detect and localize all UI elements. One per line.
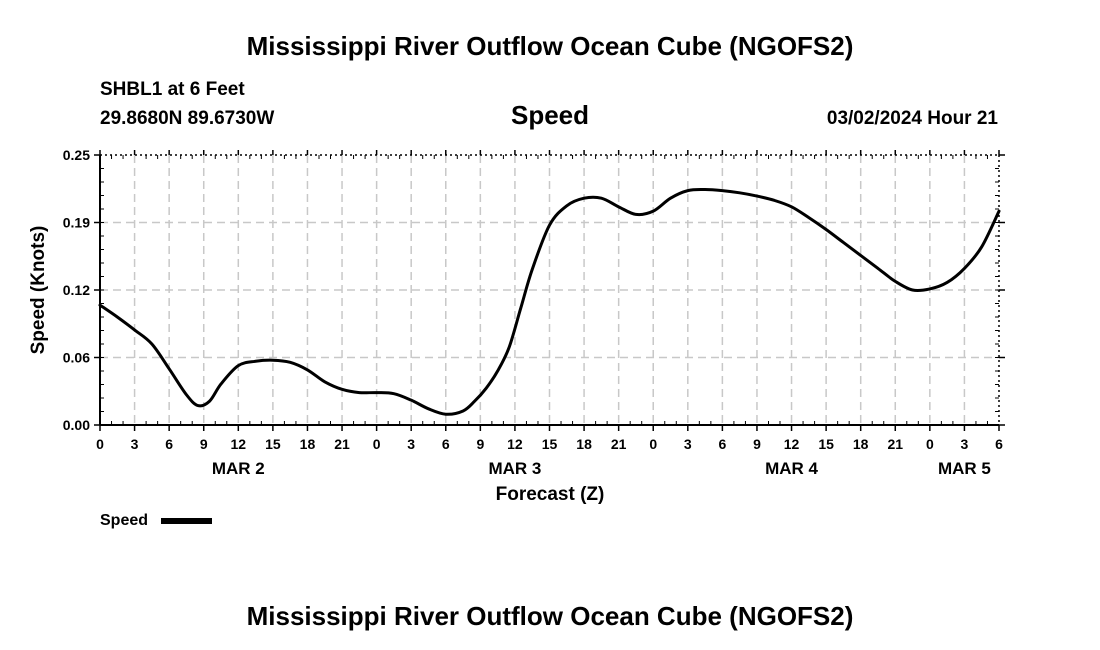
legend-swatch [161,518,212,524]
x-tick-label: 6 [995,436,1003,452]
y-axis-label: Speed (Knots) [28,226,49,355]
x-tick-label: 3 [684,436,692,452]
series-line-speed [98,188,1001,416]
x-tick-label: 21 [334,436,350,452]
x-tick-label: 6 [442,436,450,452]
y-tick-label: 0.19 [63,215,90,231]
x-tick-label: 18 [576,436,592,452]
x-tick-label: 15 [818,436,834,452]
x-tick-label: 21 [611,436,627,452]
x-tick-label: 0 [649,436,657,452]
x-tick-label: 15 [542,436,558,452]
series-layer [98,188,1001,416]
station-label: SHBL1 at 6 Feet [100,79,245,100]
x-tick-label: 0 [926,436,934,452]
grid-lines [100,155,999,425]
day-label: MAR 5 [938,459,991,478]
tick-labels: 0 3 6 9 12 15 18 21 0 3 6 9 12 15 18 21 0 3 6 9 12 15 18 21 0 3 6 0… [63,147,1003,478]
x-tick-label: 6 [165,436,173,452]
x-tick-label: 6 [718,436,726,452]
x-tick-label: 0 [96,436,104,452]
y-tick-label: 0.25 [63,147,90,163]
y-tick-label: 0.12 [63,282,90,298]
day-label: MAR 2 [212,459,265,478]
x-tick-label: 9 [753,436,761,452]
x-tick-label: 12 [231,436,247,452]
y-tick-label: 0.06 [63,350,90,366]
axes [94,150,1005,431]
x-tick-label: 18 [853,436,869,452]
x-tick-label: 18 [300,436,316,452]
x-tick-label: 9 [476,436,484,452]
legend: Speed [100,512,212,529]
station-coordinates: 29.8680N 89.6730W [100,108,274,129]
x-axis-label: Forecast (Z) [496,484,605,505]
x-tick-label: 9 [200,436,208,452]
forecast-datetime: 03/02/2024 Hour 21 [827,108,999,129]
chart-main-title: Mississippi River Outflow Ocean Cube (NG… [247,31,854,61]
x-tick-label: 3 [407,436,415,452]
legend-label: Speed [100,512,148,529]
panel-title: Speed [511,100,589,130]
x-tick-label: 3 [961,436,969,452]
x-tick-label: 21 [887,436,903,452]
x-tick-label: 15 [265,436,281,452]
x-tick-label: 12 [784,436,800,452]
y-tick-label: 0.00 [63,417,90,433]
x-tick-label: 0 [373,436,381,452]
footer-title: Mississippi River Outflow Ocean Cube (NG… [247,601,854,631]
x-tick-label: 3 [131,436,139,452]
day-label: MAR 4 [765,459,818,478]
x-tick-label: 12 [507,436,523,452]
day-label: MAR 3 [488,459,541,478]
